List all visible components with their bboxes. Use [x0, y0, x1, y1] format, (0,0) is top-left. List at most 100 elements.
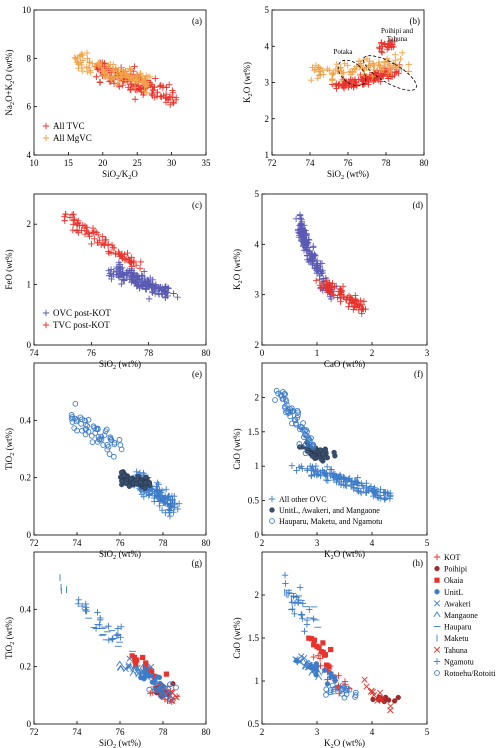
- x-tick-label: 80: [202, 727, 212, 737]
- point-all-mgvc: [84, 68, 91, 76]
- point-all-tvc: [357, 71, 364, 79]
- point-tvc-post-kot: [115, 248, 122, 256]
- point-tvc-post-kot: [312, 277, 320, 284]
- y-tick-label: 0.4: [20, 604, 32, 614]
- point-unitl-awakeri-and-mangaone: [123, 480, 129, 486]
- legend-marker-okaia: [434, 577, 440, 583]
- point-all-other-ovc: [296, 464, 303, 471]
- point-mangaone: [130, 665, 138, 672]
- point-ngamotu: [288, 599, 296, 606]
- point-hauparu-maketu-and-ngamotu: [68, 412, 75, 418]
- panel-a: 10 15 20 25 30 35 4 6 8 10 SiO2/K2O Na2O+K2O (wt%) (…: [4, 5, 211, 181]
- point-tvc-post-kot: [352, 295, 359, 303]
- point-ovc-post-kot: [139, 283, 146, 290]
- point-all-mgvc: [127, 66, 135, 73]
- point-hauparu-maketu-and-ngamotu: [107, 435, 114, 442]
- panel-label: (c): [192, 200, 202, 210]
- point-all-other-ovc: [313, 471, 321, 479]
- x-tick-label: 3: [315, 538, 320, 548]
- y-axis-label: K2O (wt%): [232, 249, 244, 290]
- point-tvc-post-kot: [346, 300, 353, 307]
- point-awakeri: [125, 662, 132, 669]
- point-ovc-post-kot: [151, 290, 159, 297]
- point-unitl-awakeri-and-mangaone: [320, 451, 326, 457]
- point-all-mgvc: [380, 66, 387, 73]
- point-tvc-post-kot: [104, 241, 112, 249]
- point-rotoehu-rotoiti: [167, 696, 174, 703]
- point-mangaone: [129, 670, 137, 677]
- point-ovc-post-kot: [296, 211, 304, 218]
- point-all-mgvc: [86, 59, 93, 66]
- point-hauparu-maketu-and-ngamotu: [94, 439, 101, 445]
- point-all-other-ovc: [312, 462, 320, 470]
- point-all-mgvc: [329, 70, 336, 77]
- panel-label: (d): [413, 200, 424, 210]
- y-axis-label: TiO2 (wt%): [4, 428, 16, 470]
- point-hauparu-maketu-and-ngamotu: [283, 409, 289, 416]
- point-kot: [164, 697, 171, 705]
- point-ngamotu: [289, 605, 296, 613]
- point-all-other-ovc: [167, 501, 174, 509]
- point-okaia: [326, 664, 332, 670]
- point-hauparu-maketu-and-ngamotu: [90, 423, 97, 430]
- y-tick-label: 2: [255, 590, 260, 600]
- point-all-tvc: [387, 73, 394, 81]
- y-tick-label: 4: [255, 239, 260, 249]
- point-ovc-post-kot: [105, 267, 112, 274]
- point-all-tvc: [149, 86, 157, 94]
- point-ngamotu: [310, 615, 317, 623]
- y-tick-label: 1: [255, 461, 260, 471]
- point-rotoehu-rotoiti: [146, 686, 153, 693]
- point-all-other-ovc: [323, 469, 330, 477]
- point-all-other-ovc: [337, 473, 344, 480]
- point-ovc-post-kot: [161, 291, 169, 298]
- point-tvc-post-kot: [118, 253, 125, 260]
- point-hauparu-maketu-and-ngamotu: [118, 446, 125, 453]
- point-unitl: [332, 677, 338, 684]
- point-rotoehu-rotoiti: [329, 682, 336, 689]
- point-all-other-ovc: [386, 495, 394, 502]
- point-all-mgvc: [333, 60, 340, 68]
- panel-a-frame: [33, 9, 207, 156]
- point-ngamotu: [291, 610, 298, 617]
- point-hauparu-maketu-and-ngamotu: [84, 423, 91, 429]
- x-tick-label: 0: [260, 348, 265, 358]
- x-tick-label: 5: [425, 538, 430, 548]
- point-ovc-post-kot: [306, 256, 313, 263]
- x-tick-label: 15: [64, 158, 74, 168]
- point-tvc-post-kot: [89, 224, 97, 232]
- point-tvc-post-kot: [124, 249, 131, 257]
- point-ovc-post-kot: [305, 248, 312, 255]
- point-tvc-post-kot: [128, 263, 136, 270]
- point-hauparu-maketu-and-ngamotu: [303, 441, 309, 448]
- point-unitl: [328, 674, 334, 680]
- point-all-tvc: [359, 80, 366, 88]
- point-all-other-ovc: [345, 475, 352, 483]
- legend-label-okaia: Okaia: [444, 576, 464, 585]
- x-tick-label: 5: [425, 727, 430, 737]
- x-tick-label: 80: [202, 538, 212, 548]
- point-tvc-post-kot: [330, 292, 338, 299]
- point-hauparu-maketu-and-ngamotu: [79, 427, 85, 434]
- point-ovc-post-kot: [298, 222, 306, 229]
- point-all-mgvc: [86, 67, 94, 74]
- point-hauparu-maketu-and-ngamotu: [287, 413, 294, 420]
- points-g: [59, 574, 181, 705]
- panel-c-frame: [33, 193, 207, 346]
- legend-label-awakeri: Awakeri: [444, 599, 472, 608]
- point-hauparu-maketu-and-ngamotu: [95, 426, 101, 432]
- point-poihipi: [370, 696, 376, 703]
- point-hauparu-maketu-and-ngamotu: [102, 428, 109, 435]
- point-all-other-ovc: [162, 486, 170, 493]
- point-all-other-ovc: [363, 489, 370, 496]
- point-ngamotu: [290, 592, 297, 600]
- point-all-other-ovc: [363, 480, 370, 487]
- point-all-other-ovc: [340, 474, 347, 481]
- point-tahuna: [361, 676, 368, 683]
- point-all-other-ovc: [354, 474, 361, 481]
- point-all-tvc: [373, 73, 380, 80]
- point-all-other-ovc: [315, 470, 322, 478]
- point-ovc-post-kot: [110, 268, 117, 276]
- point-ovc-post-kot: [117, 273, 125, 280]
